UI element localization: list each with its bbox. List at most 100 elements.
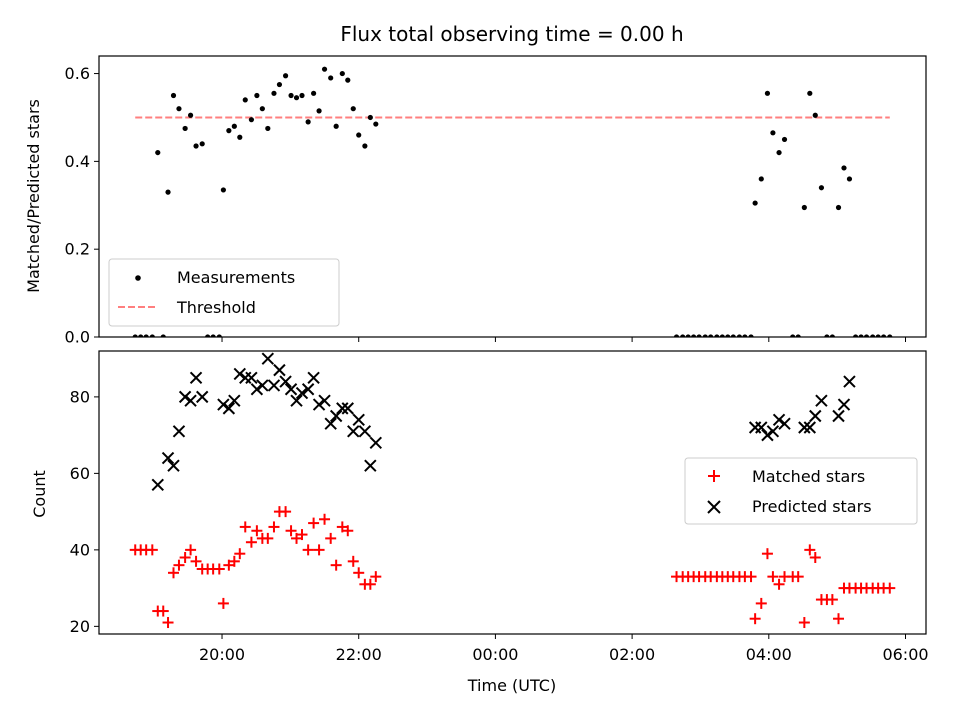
matched-star-point bbox=[213, 563, 225, 575]
measurement-point bbox=[271, 90, 277, 96]
legend-predicted-label: Predicted stars bbox=[752, 497, 872, 516]
matched-star-point bbox=[745, 571, 757, 583]
measurement-point bbox=[220, 187, 226, 193]
predicted-star-point bbox=[341, 402, 354, 415]
bottom-y-axis-label: Count bbox=[30, 470, 49, 518]
matched-star-point bbox=[798, 617, 810, 629]
predicted-star-point bbox=[267, 379, 281, 392]
predicted-star-point bbox=[184, 394, 197, 407]
measurement-point bbox=[790, 334, 796, 337]
predicted-star-point bbox=[832, 409, 845, 423]
measurement-point bbox=[170, 92, 177, 99]
predicted-star-point bbox=[352, 413, 365, 427]
measurement-point bbox=[875, 334, 881, 337]
measurement-point bbox=[231, 123, 237, 129]
matched-star-point bbox=[173, 559, 185, 571]
measurement-point bbox=[187, 112, 194, 118]
predicted-star-point bbox=[347, 425, 360, 438]
legend-measurements-marker bbox=[135, 275, 141, 281]
matched-star-point bbox=[251, 525, 263, 537]
measurement-point bbox=[863, 334, 870, 337]
bottom-axes-frame bbox=[98, 350, 927, 635]
measurement-point bbox=[316, 108, 322, 114]
measurement-point bbox=[846, 176, 853, 182]
measurement-point bbox=[691, 334, 697, 337]
matched-star-point bbox=[167, 567, 179, 579]
predicted-star-point bbox=[284, 383, 298, 396]
measurement-point bbox=[373, 121, 379, 127]
top-y-ticks: 0.0 0.2 0.4 0.6 bbox=[65, 64, 99, 347]
bottom-plot-area bbox=[129, 352, 896, 629]
measurement-point bbox=[165, 189, 171, 195]
matched-star-point bbox=[364, 578, 376, 590]
matched-star-point bbox=[245, 536, 257, 548]
measurement-point bbox=[276, 81, 283, 88]
legend-matched-label: Matched stars bbox=[752, 467, 865, 486]
measurement-point bbox=[176, 106, 182, 112]
predicted-star-point bbox=[312, 398, 326, 411]
measurement-point bbox=[702, 334, 708, 337]
matched-star-point bbox=[833, 613, 845, 625]
matched-star-point bbox=[313, 544, 325, 556]
predicted-star-point bbox=[290, 394, 303, 407]
measurement-point bbox=[160, 334, 166, 337]
measurement-point bbox=[725, 334, 731, 337]
top-ytick-label: 0.0 bbox=[65, 328, 90, 347]
predicted-star-point bbox=[755, 421, 768, 434]
top-x-ticks bbox=[221, 337, 906, 342]
measurement-point bbox=[680, 334, 686, 337]
predicted-star-point bbox=[161, 451, 175, 465]
measurement-point bbox=[321, 66, 328, 72]
measurement-point bbox=[870, 334, 876, 337]
top-legend: Measurements Threshold bbox=[108, 258, 340, 327]
matched-star-point bbox=[749, 613, 761, 625]
measurement-point bbox=[841, 165, 847, 171]
xtick-label: 04:00 bbox=[746, 645, 792, 664]
matched-star-point bbox=[804, 544, 816, 556]
predicted-star-point bbox=[809, 409, 822, 423]
measurement-point bbox=[748, 334, 754, 337]
measurement-point bbox=[282, 73, 289, 79]
predicted-star-point bbox=[324, 417, 337, 430]
measurement-point bbox=[149, 334, 155, 337]
measurement-point bbox=[210, 334, 216, 337]
measurement-point bbox=[350, 106, 356, 112]
bottom-legend: Matched stars Predicted stars bbox=[684, 457, 918, 525]
measurement-point bbox=[305, 119, 311, 125]
predicted-star-point bbox=[151, 478, 164, 492]
top-ytick-label: 0.2 bbox=[65, 240, 90, 259]
measurement-point bbox=[881, 334, 887, 337]
xtick-label: 06:00 bbox=[882, 645, 928, 664]
predicted-star-point bbox=[843, 375, 856, 388]
matched-star-point bbox=[302, 544, 314, 556]
measurement-point bbox=[764, 90, 771, 96]
matched-star-point bbox=[353, 567, 365, 579]
bottom-ytick-label: 40 bbox=[70, 540, 90, 559]
legend-predicted-marker bbox=[707, 500, 721, 514]
xtick-label: 00:00 bbox=[472, 645, 518, 664]
measurement-point bbox=[345, 77, 351, 83]
bottom-y-ticks: 20 40 60 80 bbox=[70, 387, 99, 636]
predicted-star-point bbox=[329, 409, 343, 423]
matched-star-point bbox=[826, 594, 838, 606]
predicted-star-point bbox=[358, 425, 372, 438]
top-axes-frame bbox=[98, 55, 927, 338]
matched-star-point bbox=[239, 521, 251, 533]
measurement-point bbox=[132, 334, 138, 337]
measurement-point bbox=[356, 132, 362, 138]
measurement-point bbox=[887, 334, 893, 337]
predicted-star-point bbox=[295, 386, 309, 400]
measurement-point bbox=[752, 200, 758, 206]
top-y-axis-label: Matched/Predicted stars bbox=[24, 99, 43, 293]
measurement-point bbox=[829, 334, 835, 337]
measurement-point bbox=[776, 149, 782, 156]
matched-star-point bbox=[767, 571, 779, 583]
predicted-star-point bbox=[279, 375, 292, 388]
measurement-point bbox=[685, 334, 691, 337]
xtick-label: 02:00 bbox=[609, 645, 655, 664]
measurement-point bbox=[673, 334, 680, 337]
predicted-star-point bbox=[318, 394, 331, 407]
predicted-star-point bbox=[217, 398, 230, 411]
matched-star-point bbox=[809, 552, 821, 564]
